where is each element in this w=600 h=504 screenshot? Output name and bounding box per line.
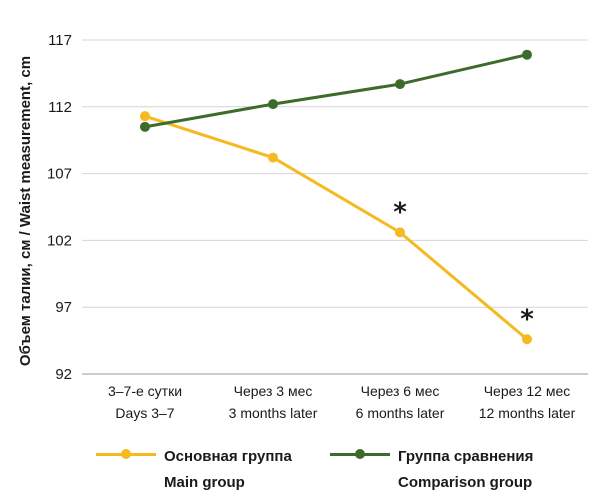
data-point-1-0 <box>140 121 150 132</box>
data-point-1-3 <box>522 49 532 60</box>
x-tick-label-0-ru: 3–7-е сутки <box>108 383 182 399</box>
legend-label-comparison-group-en: Comparison group <box>398 474 533 491</box>
legend-swatch-comparison-group <box>330 444 390 464</box>
x-tick-label-2-en: 6 months later <box>356 405 445 421</box>
legend-label-main-group-en: Main group <box>164 474 245 491</box>
y-tick-label-107: 107 <box>47 166 72 183</box>
x-tick-label-3-ru: Через 12 мес <box>484 383 571 399</box>
series-line-0 <box>143 114 529 341</box>
data-point-0-3 <box>522 334 532 345</box>
legend-label-main-group-ru: Основная группа <box>164 448 292 465</box>
x-tick-label-1-en: 3 months later <box>229 405 318 421</box>
x-tick-label-3-en: 12 months later <box>479 405 576 421</box>
x-tick-label-2-ru: Через 6 мес <box>361 383 440 399</box>
legend-swatch-main-group <box>96 444 156 464</box>
data-point-0-2 <box>395 227 405 238</box>
x-tick-label-1-ru: Через 3 мес <box>234 383 313 399</box>
series-line-1 <box>143 53 529 129</box>
data-point-1-2 <box>395 79 405 90</box>
data-point-0-0 <box>140 111 150 122</box>
y-axis-label: Объем талии, см / Waist measurement, cm <box>17 56 34 366</box>
y-tick-label-112: 112 <box>48 99 72 116</box>
significance-mark-0-3: * <box>520 304 534 334</box>
x-tick-label-0-en: Days 3–7 <box>115 405 174 421</box>
legend-main-group: Основная группа Main group <box>96 444 292 496</box>
y-tick-label-117: 117 <box>48 32 72 49</box>
significance-mark-0-2: * <box>393 197 407 227</box>
data-point-0-1 <box>268 152 278 163</box>
legend-comparison-group: Группа сравнения Comparison group <box>330 444 533 496</box>
legend-label-comparison-group-ru: Группа сравнения <box>398 448 534 465</box>
data-point-1-1 <box>268 99 278 110</box>
y-tick-label-102: 102 <box>47 232 72 249</box>
y-tick-label-92: 92 <box>55 366 72 383</box>
y-tick-label-97: 97 <box>55 299 72 316</box>
